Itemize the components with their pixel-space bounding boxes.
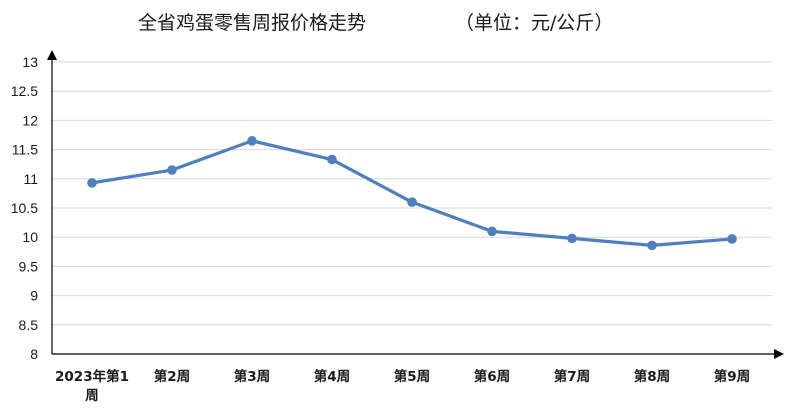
x-tick-label: 第5周: [394, 368, 430, 385]
data-point: [87, 178, 97, 188]
data-point: [487, 226, 497, 237]
chart-unit-label: （单位：元/公斤）: [455, 12, 613, 34]
x-tick-labels: 2023年第1 周 第2周 第3周 第4周 第5周 第6周 第7周 第8周 第9周: [55, 368, 750, 404]
series-group: [87, 136, 737, 251]
data-point: [407, 197, 417, 207]
data-point: [727, 234, 737, 244]
x-tick-label: 第8周: [634, 368, 670, 385]
x-axis-arrow: [774, 349, 784, 359]
y-tick-label: 12: [22, 112, 38, 128]
data-point: [567, 233, 577, 244]
y-tick-labels: 13 12.5 12 11.5 11 10.5 10 9.5 9 8.5 8: [11, 54, 38, 362]
y-tick-label: 11: [23, 171, 38, 187]
data-point: [167, 165, 177, 175]
y-tick-label: 8.5: [19, 317, 39, 333]
x-tick-label: 第6周: [474, 368, 510, 385]
y-tick-label: 9.5: [19, 258, 39, 274]
y-tick-label: 11.5: [12, 142, 38, 158]
data-point: [327, 154, 337, 165]
y-axis-arrow: [47, 50, 57, 60]
x-tick-label: 第3周: [234, 368, 270, 385]
axes: [47, 50, 784, 359]
y-tick-label: 9: [30, 288, 38, 304]
x-tick-label: 第4周: [314, 368, 350, 385]
series-line: [90, 139, 734, 247]
y-tick-label: 10: [22, 229, 38, 245]
x-tick-label: 第2周: [154, 368, 190, 385]
data-point: [647, 240, 657, 251]
y-tick-label: 13: [22, 54, 38, 70]
gridlines: [52, 61, 772, 326]
x-tick-label: 2023年第1 周: [55, 368, 129, 404]
data-point: [247, 136, 257, 146]
x-tick-label: 第7周: [554, 368, 590, 385]
x-tick-label: 第9周: [714, 368, 750, 385]
y-tick-label: 8: [30, 346, 38, 362]
chart-title: 全省鸡蛋零售周报价格走势: [138, 12, 366, 34]
y-tick-label: 12.5: [11, 83, 38, 99]
y-tick-label: 10.5: [11, 200, 38, 216]
